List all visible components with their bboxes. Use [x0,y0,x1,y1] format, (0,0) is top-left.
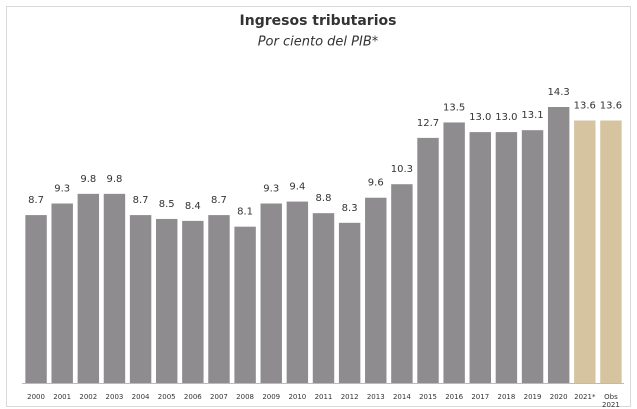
value-label: 13.1 [521,110,543,121]
x-tick-label: 2009 [262,393,281,401]
chart-title: Ingresos tributarios [240,13,397,29]
bar [469,132,491,383]
x-tick-label: 2010 [288,393,307,401]
bar [312,213,335,383]
bar [77,193,100,383]
x-tick-label: 2012 [340,393,359,401]
bar [495,132,518,383]
x-tick-label: 2006 [183,393,202,401]
bar [443,122,465,383]
x-tick-label: 2019 [523,393,542,401]
value-label: 10.3 [391,164,413,175]
value-label: 13.0 [469,112,491,123]
bar [600,120,622,384]
x-tick-label: 2011 [314,393,333,401]
x-tick-label: 2021* [574,393,596,401]
x-tick-label: 2007 [210,393,228,401]
value-label: 14.3 [548,87,570,98]
x-tick-label: 2008 [236,393,254,401]
value-label: 8.7 [133,195,149,206]
bar [574,120,596,384]
x-tick-label: 2014 [392,393,411,401]
x-tick-label: 2020 [549,393,568,401]
value-label: 9.8 [80,174,96,185]
x-tick-label: 2015 [419,393,437,401]
x-tick-label: 2013 [366,393,385,401]
x-tick-label: 2004 [131,393,150,401]
value-label: 9.3 [263,184,279,195]
value-label: 8.5 [159,199,175,210]
x-tick-label: 2017 [471,393,490,401]
bar [417,137,439,383]
value-label: 13.5 [443,102,465,113]
bar [182,220,204,383]
bar [234,226,256,383]
value-label: 8.8 [316,193,332,204]
value-label: 9.3 [54,184,70,195]
bar [208,215,230,383]
value-label: 8.1 [237,207,253,218]
value-label: 9.6 [368,178,384,189]
bar [51,203,73,383]
bar [286,201,309,383]
bar [156,218,178,383]
value-label: 8.7 [211,195,227,206]
x-tick-label: 2001 [53,393,72,401]
x-tick-label: 2018 [497,393,516,401]
bar [103,193,126,383]
x-tick-label: 2003 [105,393,124,401]
value-label: 9.8 [107,174,123,185]
chart-subtitle: Por ciento del PIB* [258,35,379,50]
value-label: 8.4 [185,201,201,212]
bar [521,130,544,383]
bar [260,203,282,383]
bar [25,215,47,383]
value-label: 13.6 [574,101,596,112]
bar [365,197,387,383]
x-tick-label: Obs 2021 [602,393,620,409]
bar [547,107,570,383]
x-tick-label: 2005 [157,393,176,401]
bar [391,184,413,383]
frame [6,6,631,407]
bar [338,222,361,383]
value-label: 13.6 [600,101,622,112]
bar [129,215,152,383]
value-label: 8.3 [342,203,358,214]
x-tick-label: 2000 [27,393,45,401]
x-tick-label: 2016 [445,393,464,401]
value-label: 8.7 [28,195,44,206]
value-label: 12.7 [417,118,439,129]
value-label: 13.0 [495,112,517,123]
value-label: 9.4 [289,182,305,193]
x-tick-label: 2002 [79,393,98,401]
